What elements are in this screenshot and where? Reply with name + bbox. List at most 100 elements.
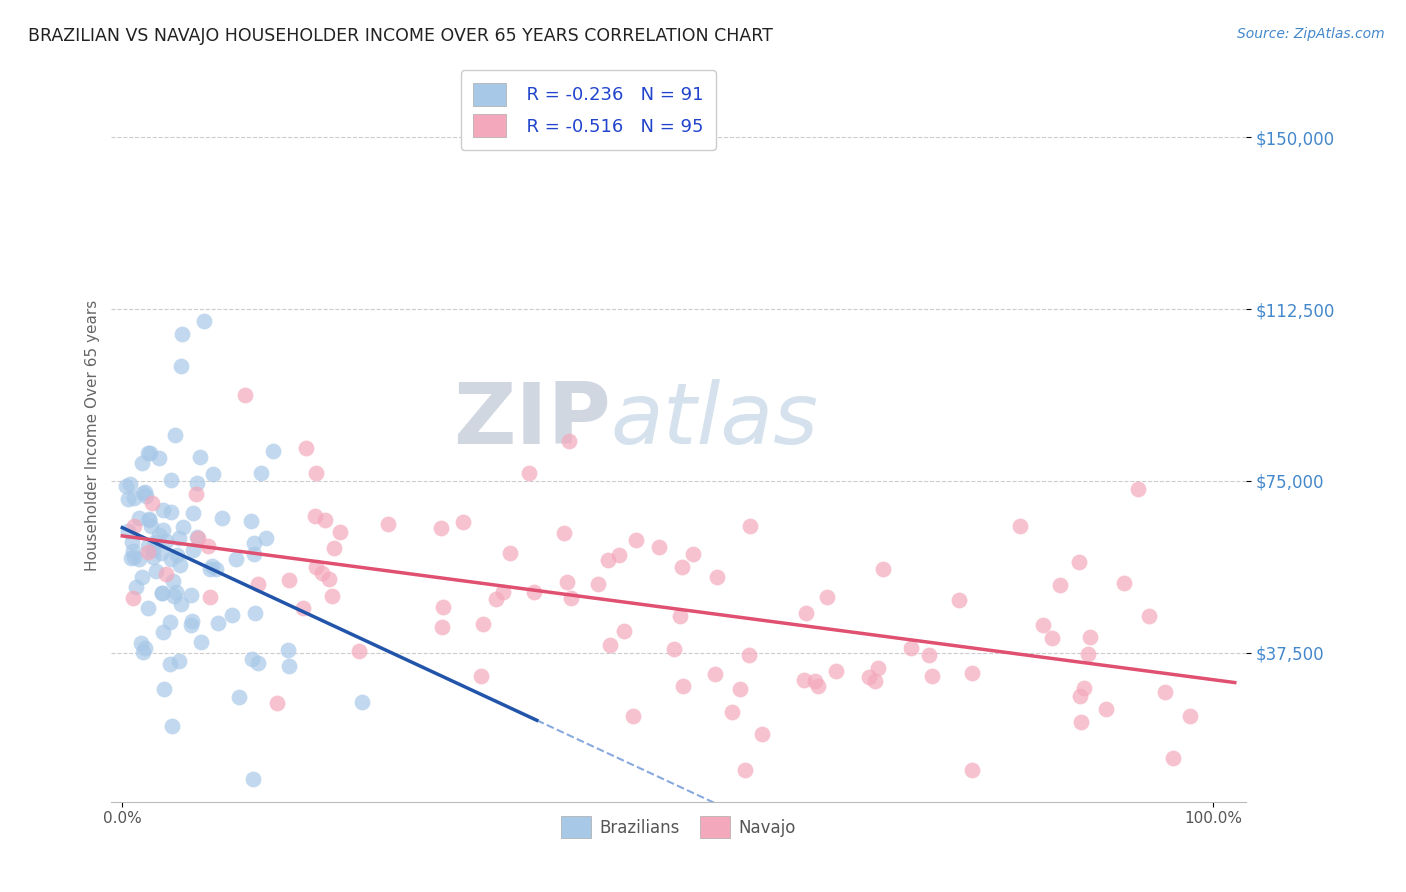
Point <box>128 511 150 525</box>
Point <box>141 496 163 510</box>
Point <box>165 585 187 599</box>
Point <box>917 648 939 662</box>
Point <box>318 572 340 586</box>
Point <box>207 615 229 630</box>
Point <box>792 673 814 687</box>
Point <box>1094 702 1116 716</box>
Point <box>211 511 233 525</box>
Point <box>1008 519 1031 533</box>
Point <box>863 674 886 689</box>
Point <box>738 648 761 662</box>
Point <box>492 585 515 599</box>
Point <box>245 607 267 621</box>
Point <box>139 518 162 533</box>
Point <box>586 577 609 591</box>
Point <box>1067 555 1090 569</box>
Point <box>648 541 671 555</box>
Point <box>294 441 316 455</box>
Point <box>1126 482 1149 496</box>
Point <box>150 586 173 600</box>
Point <box>304 466 326 480</box>
Point <box>1137 609 1160 624</box>
Point <box>122 591 145 605</box>
Point <box>471 617 494 632</box>
Point <box>159 615 181 630</box>
Point <box>242 772 264 786</box>
Point <box>121 535 143 549</box>
Point <box>292 600 315 615</box>
Point <box>170 598 193 612</box>
Point <box>205 562 228 576</box>
Point <box>117 524 139 538</box>
Point <box>145 565 167 579</box>
Point <box>262 444 284 458</box>
Point <box>470 669 492 683</box>
Text: Source: ZipAtlas.com: Source: ZipAtlas.com <box>1237 27 1385 41</box>
Point <box>277 573 299 587</box>
Point <box>329 524 352 539</box>
Point <box>613 624 636 638</box>
Point <box>1073 681 1095 695</box>
Point <box>163 428 186 442</box>
Point <box>170 359 193 373</box>
Point <box>682 548 704 562</box>
Point <box>122 550 145 565</box>
Point <box>187 531 209 545</box>
Point <box>180 618 202 632</box>
Point <box>186 530 208 544</box>
Point <box>350 695 373 709</box>
Point <box>240 651 263 665</box>
Point <box>160 505 183 519</box>
Point <box>117 492 139 507</box>
Legend: Brazilians, Navajo: Brazilians, Navajo <box>554 810 803 845</box>
Point <box>278 659 301 673</box>
Point <box>1161 751 1184 765</box>
Point <box>900 640 922 655</box>
Point <box>499 546 522 560</box>
Point <box>162 574 184 588</box>
Point <box>180 588 202 602</box>
Text: BRAZILIAN VS NAVAJO HOUSEHOLDER INCOME OVER 65 YEARS CORRELATION CHART: BRAZILIAN VS NAVAJO HOUSEHOLDER INCOME O… <box>28 27 773 45</box>
Point <box>172 327 194 342</box>
Point <box>243 547 266 561</box>
Point <box>242 535 264 549</box>
Point <box>197 539 219 553</box>
Point <box>190 635 212 649</box>
Point <box>960 666 983 681</box>
Point <box>148 528 170 542</box>
Point <box>734 763 756 777</box>
Point <box>824 664 846 678</box>
Point <box>138 512 160 526</box>
Point <box>815 590 838 604</box>
Point <box>751 727 773 741</box>
Point <box>796 606 818 620</box>
Point <box>118 477 141 491</box>
Point <box>806 679 828 693</box>
Point <box>129 636 152 650</box>
Point <box>169 532 191 546</box>
Point <box>160 552 183 566</box>
Point <box>221 607 243 622</box>
Point <box>311 566 333 581</box>
Point <box>201 467 224 482</box>
Point <box>186 487 208 501</box>
Point <box>160 474 183 488</box>
Point <box>134 641 156 656</box>
Point <box>921 669 943 683</box>
Point <box>948 592 970 607</box>
Point <box>136 446 159 460</box>
Point <box>1078 630 1101 644</box>
Point <box>246 577 269 591</box>
Point <box>150 546 173 560</box>
Point <box>250 466 273 480</box>
Point <box>155 567 177 582</box>
Point <box>169 558 191 572</box>
Point <box>135 489 157 503</box>
Point <box>138 513 160 527</box>
Point <box>314 513 336 527</box>
Point <box>152 503 174 517</box>
Point <box>132 645 155 659</box>
Point <box>160 719 183 733</box>
Point <box>233 387 256 401</box>
Point <box>1069 689 1091 703</box>
